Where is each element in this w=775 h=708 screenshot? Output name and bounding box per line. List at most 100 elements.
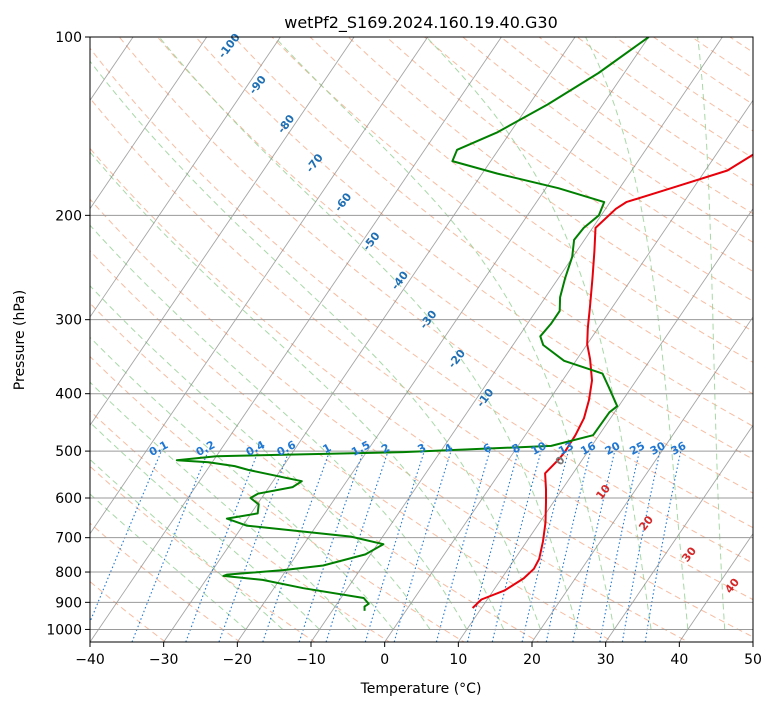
mixing-ratio-line (185, 450, 259, 642)
dry-adiabat-line (614, 37, 753, 132)
isotherm-line (90, 37, 429, 535)
y-tick-label: 600 (55, 491, 82, 507)
background-lines (0, 10, 775, 654)
profile-lines (175, 37, 753, 611)
moist-adiabat-line (426, 37, 652, 630)
isotherm-line (678, 532, 753, 642)
mixing-ratio-line (262, 450, 331, 642)
chart-title: wetPf2_S169.2024.160.19.40.G30 (284, 13, 558, 33)
y-tick-label: 500 (55, 444, 82, 460)
mixing-ratio-label: 25 (627, 439, 647, 458)
moist-adiabat-label: -50 (360, 229, 383, 253)
dry-adiabat-line (90, 522, 241, 642)
moist-adiabat-line (274, 37, 615, 630)
dry-adiabat-line (462, 37, 753, 243)
mixing-ratio-line (466, 450, 519, 642)
dry-adiabat-line (423, 37, 753, 273)
moist-adiabat-label: -10 (474, 386, 497, 410)
mixing-ratio-label: 10 (529, 439, 549, 458)
isotherm-line (0, 37, 59, 642)
isotherm-line (236, 37, 650, 642)
x-tick-label: 0 (380, 652, 389, 668)
moist-adiabat-line (90, 493, 247, 630)
moist-adiabat-label: -20 (446, 347, 469, 371)
isotherm-line (605, 424, 753, 642)
pressure-gridlines (90, 37, 753, 630)
isotherm-line (752, 641, 753, 642)
mixing-ratio-label: 13 (556, 439, 576, 458)
mixing-ratio-line (521, 450, 569, 642)
x-tick-label: 10 (449, 652, 467, 668)
mixing-ratio-label: 16 (578, 439, 598, 458)
isotherm-line (310, 37, 723, 642)
dry-adiabat-line (347, 37, 753, 332)
mixing-ratio-line (325, 450, 389, 642)
isotherm-line (163, 37, 576, 642)
dry-adiabat-line (233, 37, 753, 427)
moist-adiabat-label: -80 (275, 112, 298, 136)
mixing-ratio-line (218, 450, 290, 642)
moist-adiabat-label: -30 (417, 308, 440, 332)
dry-adiabat-line (765, 10, 775, 654)
moist-adiabat-label: -90 (246, 73, 269, 97)
isotherm-line (457, 207, 753, 642)
mixing-ratio-line (393, 450, 452, 642)
mixing-ratio-label: 30 (648, 439, 668, 458)
mixing-ratio-label: 0.6 (275, 438, 299, 459)
moist-adiabat-line (697, 37, 726, 630)
dry-adiabat-line (271, 37, 753, 395)
mixing-ratio-label: 8 (510, 441, 523, 456)
dry-adiabat-line (90, 302, 540, 642)
dry-adiabat-line (385, 37, 753, 302)
y-axis: 1000 900 800 700 600 500 400 300 200 100 (46, 30, 90, 638)
moist-adiabat-line (585, 37, 689, 630)
isotherm-line (90, 37, 502, 642)
dry-adiabat-label: 20 (636, 513, 656, 533)
x-tick-label: −10 (296, 652, 326, 668)
moist-adiabat-line (90, 381, 357, 630)
moist-adiabat-line (90, 284, 431, 630)
x-tick-label: 50 (744, 652, 762, 668)
moist-adiabat-label: -70 (303, 151, 326, 175)
dry-adiabat-line (500, 37, 753, 215)
y-tick-label: 100 (55, 30, 82, 46)
isotherm-line (384, 99, 753, 642)
dewpoint-line (175, 37, 650, 611)
x-axis: −40 −30 −20 −10 0 10 20 30 40 50 (75, 642, 762, 668)
y-tick-label: 800 (55, 565, 82, 581)
x-tick-label: −30 (149, 652, 179, 668)
dry-adiabat-line (90, 147, 753, 638)
dry-adiabat-line (90, 250, 615, 642)
moist-adiabat-line (158, 37, 578, 630)
mixing-ratio-label: 3 (415, 441, 428, 456)
dry-adiabat-line (90, 410, 391, 642)
mixing-ratio-line (131, 450, 209, 642)
y-tick-label: 400 (55, 387, 82, 403)
mixing-ratio-line (599, 450, 640, 642)
mixing-ratio-label: 1.5 (349, 438, 372, 459)
dry-adiabat-line (90, 47, 753, 564)
dry-adiabat-line (728, 10, 775, 654)
isotherm-line (90, 37, 355, 427)
dry-adiabat-line (90, 198, 690, 642)
isotherm-line (90, 37, 208, 210)
y-tick-label: 700 (55, 531, 82, 547)
mixing-ratio-line (644, 450, 682, 642)
mixing-ratio-line (491, 450, 542, 642)
y-tick-label: 1000 (46, 622, 82, 638)
mixing-ratio-label: 0.1 (147, 438, 170, 459)
mixing-ratio-line (90, 450, 162, 624)
moist-adiabat-line (90, 458, 284, 630)
y-tick-label: 200 (55, 208, 82, 224)
dry-adiabat-line (90, 355, 466, 642)
mixing-ratio-line (435, 450, 491, 642)
x-axis-label: Temperature (°C) (360, 681, 482, 697)
dry-adiabat-label: 40 (722, 576, 742, 596)
mixing-ratio-label: 20 (603, 439, 623, 458)
isotherm-line (90, 37, 281, 318)
mixing-ratio-line (298, 450, 364, 642)
moist-adiabat-line (90, 224, 468, 630)
moist-adiabat-line (90, 336, 394, 630)
line-annotations: -100-90-80-70-60-50-40-30-20-100.1 0.2 0.4… (147, 31, 742, 596)
